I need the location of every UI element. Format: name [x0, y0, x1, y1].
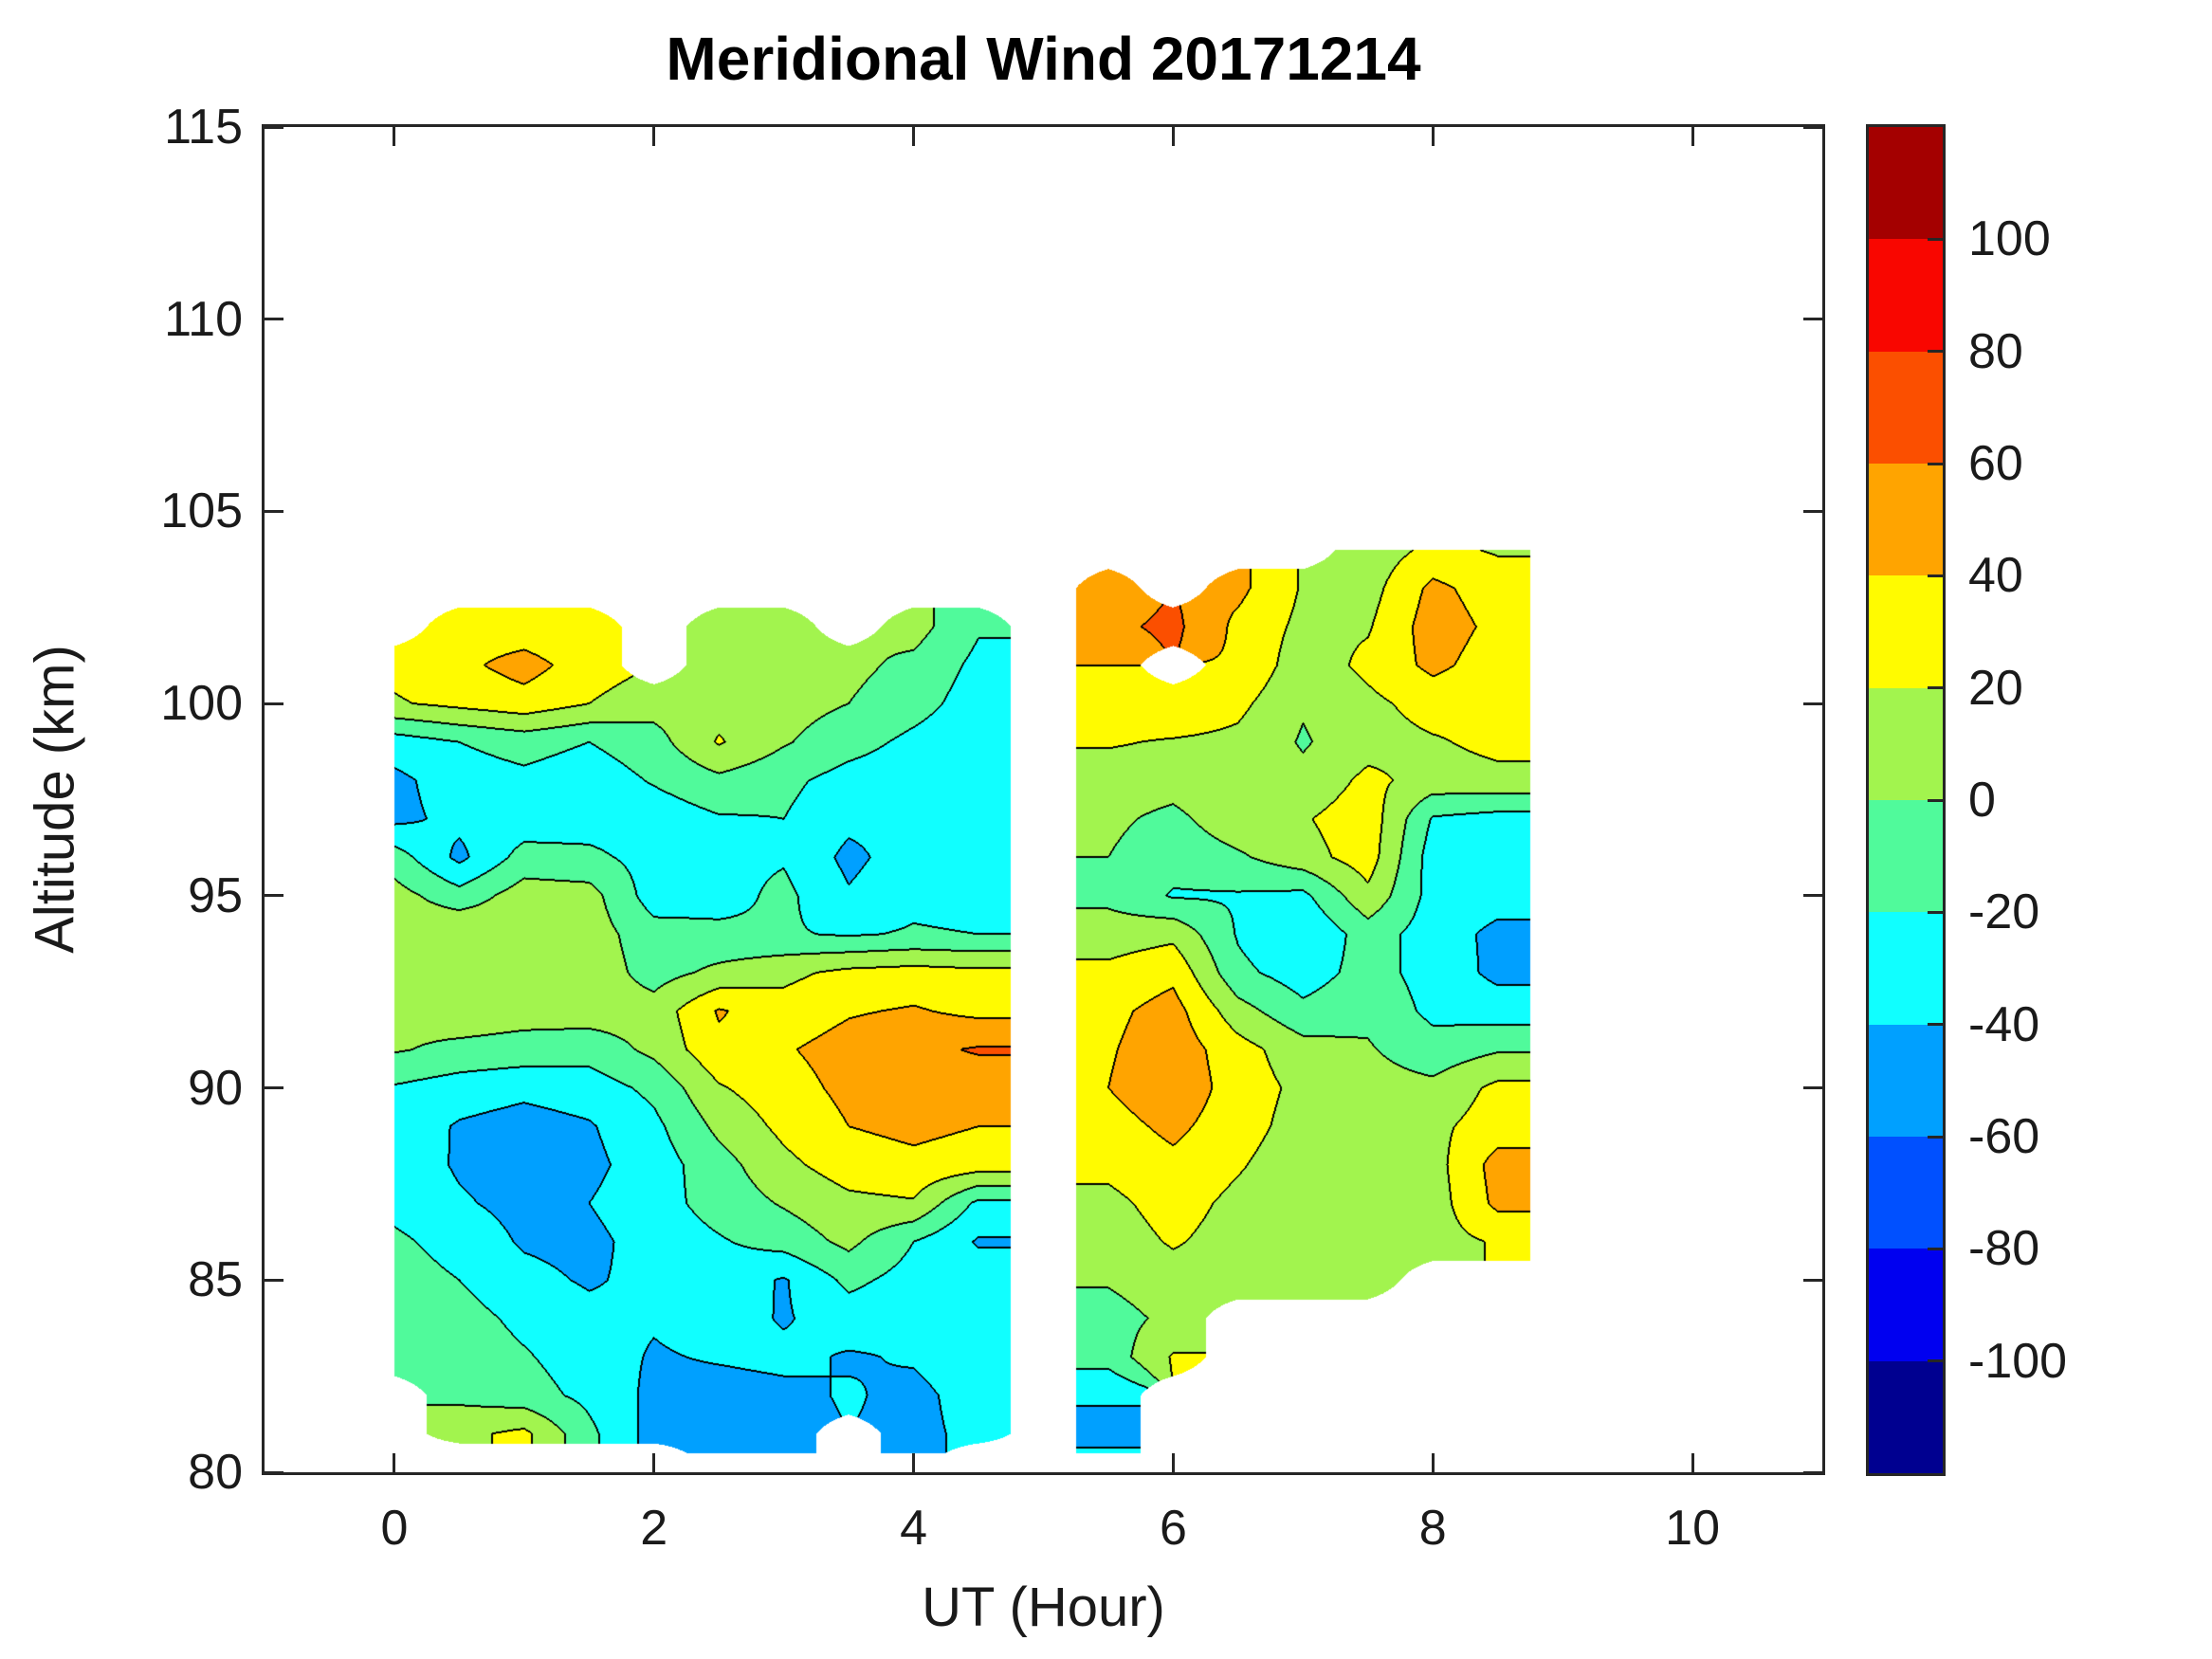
colorbar-tick-label: 100 [1968, 211, 2051, 267]
plot-area [262, 124, 1825, 1475]
x-tick-label: 6 [1159, 1501, 1187, 1556]
y-tick-label: 90 [188, 1060, 243, 1116]
x-tick-label: 4 [900, 1501, 928, 1556]
colorbar-band [1869, 687, 1943, 800]
y-tick-label: 80 [188, 1445, 243, 1500]
y-axis-tick-mirror [1803, 894, 1822, 898]
colorbar-band [1869, 463, 1943, 576]
colorbar-band [1869, 351, 1943, 464]
x-axis-tick [393, 1453, 396, 1472]
y-axis-tick-mirror [1803, 702, 1822, 705]
colorbar-tick-label: 60 [1968, 436, 2023, 491]
x-axis-tick [912, 1453, 916, 1472]
y-axis-tick-mirror [1803, 1278, 1822, 1282]
colorbar-tick [1928, 237, 1943, 241]
colorbar-tick [1928, 1359, 1943, 1363]
x-axis-tick [1431, 1453, 1435, 1472]
y-axis-tick [265, 318, 283, 321]
y-tick-label: 95 [188, 867, 243, 923]
colorbar-tick [1928, 1247, 1943, 1250]
colorbar-band [1869, 127, 1943, 240]
contour-plot-canvas [265, 127, 1822, 1472]
colorbar-band [1869, 912, 1943, 1025]
colorbar-tick [1928, 798, 1943, 802]
colorbar-tick-label: -40 [1968, 996, 2040, 1052]
colorbar-band [1869, 1024, 1943, 1137]
colorbar-tick-label: 80 [1968, 323, 2023, 379]
y-axis-tick [265, 125, 283, 129]
colorbar-tick [1928, 462, 1943, 465]
colorbar [1866, 124, 1946, 1476]
y-axis-tick-mirror [1803, 125, 1822, 129]
colorbar-tick-label: -60 [1968, 1109, 2040, 1164]
colorbar-band [1869, 575, 1943, 688]
y-tick-label: 105 [160, 483, 243, 539]
y-axis-tick [265, 509, 283, 513]
y-tick-label: 115 [164, 100, 243, 155]
colorbar-tick [1928, 1135, 1943, 1139]
x-axis-tick-mirror [912, 127, 916, 146]
colorbar-tick-label: -100 [1968, 1333, 2068, 1389]
x-tick-label: 0 [380, 1501, 409, 1556]
colorbar-tick [1928, 1023, 1943, 1027]
x-axis-tick-mirror [1431, 127, 1435, 146]
y-axis-tick [265, 1470, 283, 1474]
colorbar-tick-label: 0 [1968, 773, 1996, 828]
y-axis-tick-mirror [1803, 1086, 1822, 1090]
colorbar-band [1869, 1136, 1943, 1249]
y-axis-tick-mirror [1803, 318, 1822, 321]
x-axis-tick [1171, 1453, 1175, 1472]
y-axis-tick-mirror [1803, 509, 1822, 513]
x-tick-label: 10 [1665, 1501, 1720, 1556]
colorbar-tick-label: -20 [1968, 884, 2040, 940]
y-tick-label: 100 [160, 676, 243, 732]
colorbar-tick-label: 40 [1968, 548, 2023, 604]
colorbar-band [1869, 1360, 1943, 1473]
x-tick-label: 8 [1418, 1501, 1447, 1556]
colorbar-tick [1928, 574, 1943, 577]
y-tick-label: 85 [188, 1252, 243, 1308]
colorbar-tick [1928, 686, 1943, 690]
colorbar-tick-label: 20 [1968, 660, 2023, 716]
x-axis-tick-mirror [652, 127, 656, 146]
colorbar-band [1869, 239, 1943, 352]
y-axis-tick [265, 894, 283, 898]
x-axis-tick-mirror [1691, 127, 1694, 146]
x-axis-tick [1691, 1453, 1694, 1472]
y-axis-tick-mirror [1803, 1470, 1822, 1474]
x-axis-label: UT (Hour) [922, 1577, 1165, 1638]
x-axis-tick [652, 1453, 656, 1472]
x-axis-tick-mirror [393, 127, 396, 146]
y-axis-tick [265, 1278, 283, 1282]
y-tick-label: 110 [164, 291, 243, 347]
y-axis-tick [265, 702, 283, 705]
x-axis-tick-mirror [1171, 127, 1175, 146]
colorbar-tick [1928, 350, 1943, 354]
x-tick-label: 2 [640, 1501, 668, 1556]
colorbar-band [1869, 799, 1943, 913]
colorbar-tick-label: -80 [1968, 1221, 2040, 1277]
chart-title: Meridional Wind 20171214 [666, 25, 1421, 93]
colorbar-band [1869, 1249, 1943, 1361]
colorbar-tick [1928, 910, 1943, 914]
y-axis-tick [265, 1086, 283, 1090]
